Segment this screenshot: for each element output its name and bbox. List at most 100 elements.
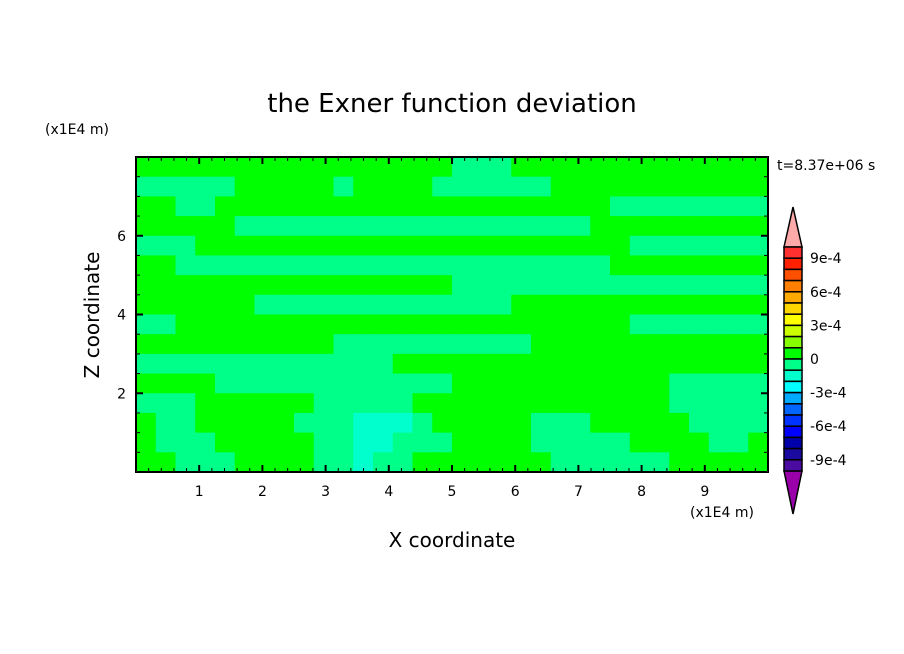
contour-cell <box>689 235 710 257</box>
contour-cell <box>313 196 335 217</box>
contour-cell <box>728 432 749 453</box>
contour-cell <box>689 353 710 375</box>
colorbar-swatch <box>783 279 803 293</box>
contour-cell <box>491 235 512 257</box>
contour-cell <box>175 196 196 217</box>
contour-cell <box>215 196 236 217</box>
contour-cell <box>452 216 473 237</box>
contour-cell <box>452 294 473 316</box>
contour-cell <box>748 412 769 434</box>
contour-cell <box>392 353 414 375</box>
contour-cell <box>136 452 157 473</box>
contour-cell <box>748 216 769 237</box>
contour-cell <box>669 176 690 197</box>
contour-cell <box>590 294 611 316</box>
contour-cell <box>629 255 651 276</box>
contour-cell <box>708 196 730 217</box>
contour-cell <box>432 353 453 375</box>
contour-cell <box>333 196 354 217</box>
contour-cell <box>155 353 177 375</box>
contour-cell <box>471 255 493 276</box>
contour-cell <box>728 412 749 434</box>
contour-cell <box>313 176 335 197</box>
contour-cell <box>570 334 591 355</box>
contour-cell <box>491 432 512 453</box>
contour-cell <box>669 452 690 473</box>
contour-cell <box>353 235 374 257</box>
contour-cell <box>570 216 591 237</box>
contour-cell <box>254 255 275 276</box>
contour-cell <box>610 216 631 237</box>
contour-cell <box>531 235 552 257</box>
contour-cell <box>590 255 611 276</box>
contour-cell <box>432 294 453 316</box>
contour-cell <box>471 373 493 394</box>
contour-cell <box>708 255 730 276</box>
contour-cell <box>215 334 236 355</box>
contour-cell <box>590 216 611 237</box>
contour-cell <box>629 196 651 217</box>
contour-cell <box>590 373 611 394</box>
contour-cell <box>412 373 433 394</box>
contour-cell <box>590 452 611 473</box>
contour-cell <box>254 275 275 296</box>
contour-cell <box>254 176 275 197</box>
contour-cell <box>333 452 354 473</box>
contour-cell <box>748 235 769 257</box>
contour-cell <box>215 216 236 237</box>
contour-cell <box>629 216 651 237</box>
contour-cell <box>689 314 710 335</box>
contour-cell <box>353 176 374 197</box>
contour-cell <box>649 353 670 375</box>
contour-cell <box>669 275 690 296</box>
contour-cell <box>452 334 473 355</box>
x-tick-label: 2 <box>258 484 267 500</box>
contour-cell <box>728 294 749 316</box>
contour-cell <box>708 412 730 434</box>
contour-cell <box>590 176 611 197</box>
contour-cell <box>333 314 354 335</box>
contour-cell <box>136 314 157 335</box>
contour-cell <box>353 334 374 355</box>
contour-cell <box>550 334 572 355</box>
contour-cell <box>313 353 335 375</box>
contour-cell <box>392 334 414 355</box>
contour-cell <box>432 157 453 178</box>
x-tick-label: 1 <box>195 484 204 500</box>
contour-cell <box>689 255 710 276</box>
contour-cell <box>254 314 275 335</box>
contour-cell <box>412 314 433 335</box>
contour-cell <box>708 452 730 473</box>
contour-cell <box>254 412 275 434</box>
contour-cell <box>610 334 631 355</box>
contour-cell <box>531 275 552 296</box>
colorbar-swatch <box>783 436 803 450</box>
contour-cell <box>333 412 354 434</box>
contour-cell <box>136 157 157 178</box>
contour-cell <box>353 216 374 237</box>
contour-cell <box>610 373 631 394</box>
contour-cell <box>728 314 749 335</box>
contour-cell <box>392 412 414 434</box>
contour-cell <box>471 216 493 237</box>
contour-cell <box>274 412 295 434</box>
contour-cell <box>136 353 157 375</box>
contour-cell <box>294 216 315 237</box>
colorbar-swatch <box>783 425 803 439</box>
contour-cell <box>353 452 374 473</box>
colorbar-swatch <box>783 302 803 315</box>
contour-cell <box>491 196 512 217</box>
contour-cell <box>313 275 335 296</box>
contour-cell <box>570 314 591 335</box>
contour-cell <box>254 235 275 257</box>
contour-cell <box>234 452 256 473</box>
contour-cell <box>313 412 335 434</box>
contour-cell <box>373 432 394 453</box>
colorbar-tick-label: 3e-4 <box>810 318 842 334</box>
x-tick-label: 6 <box>511 484 520 500</box>
contour-cell <box>452 353 473 375</box>
contour-cell <box>392 255 414 276</box>
colorbar-swatch <box>783 246 803 259</box>
contour-cell <box>550 255 572 276</box>
